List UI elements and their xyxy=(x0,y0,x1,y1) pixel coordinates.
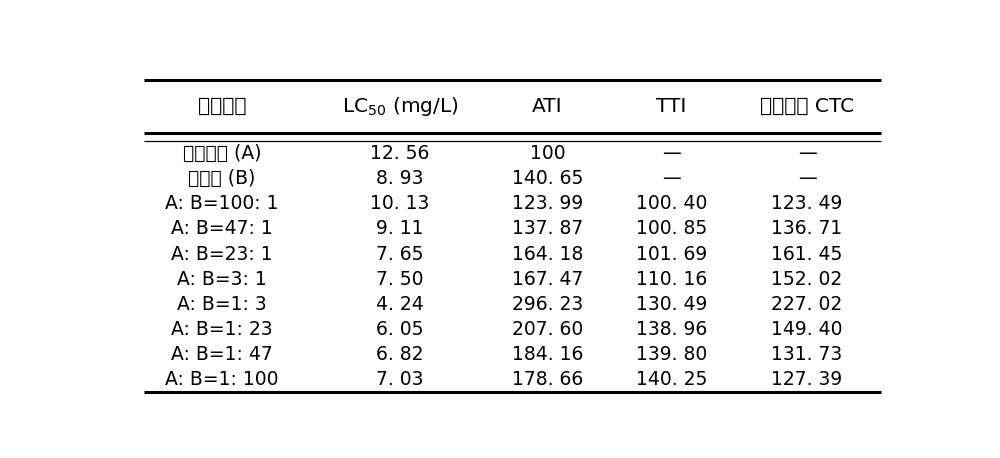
Text: 100. 85: 100. 85 xyxy=(636,219,707,239)
Text: A: B=3: 1: A: B=3: 1 xyxy=(177,270,267,289)
Text: A: B=1: 3: A: B=1: 3 xyxy=(177,294,267,314)
Text: 101. 69: 101. 69 xyxy=(636,245,707,263)
Text: LC$_{50}$ (mg/L): LC$_{50}$ (mg/L) xyxy=(342,95,458,118)
Text: 6. 82: 6. 82 xyxy=(376,345,424,364)
Text: A: B=1: 100: A: B=1: 100 xyxy=(165,370,279,389)
Text: 137. 87: 137. 87 xyxy=(512,219,583,239)
Text: 三唑锡 (B): 三唑锡 (B) xyxy=(188,169,256,188)
Text: A: B=23: 1: A: B=23: 1 xyxy=(171,245,273,263)
Text: 139. 80: 139. 80 xyxy=(636,345,707,364)
Text: 共毒系数 CTC: 共毒系数 CTC xyxy=(760,97,854,115)
Text: —: — xyxy=(798,169,816,188)
Text: 7. 50: 7. 50 xyxy=(376,270,424,289)
Text: A: B=1: 23: A: B=1: 23 xyxy=(171,320,273,338)
Text: 123. 49: 123. 49 xyxy=(771,195,843,213)
Text: 296. 23: 296. 23 xyxy=(512,294,583,314)
Text: 140. 65: 140. 65 xyxy=(512,169,583,188)
Text: 130. 49: 130. 49 xyxy=(636,294,707,314)
Text: 164. 18: 164. 18 xyxy=(512,245,583,263)
Text: 100: 100 xyxy=(530,144,565,164)
Text: 12. 56: 12. 56 xyxy=(370,144,430,164)
Text: ATI: ATI xyxy=(532,97,563,115)
Text: 药剂名称: 药剂名称 xyxy=(198,97,246,115)
Text: —: — xyxy=(662,144,681,164)
Text: 4. 24: 4. 24 xyxy=(376,294,424,314)
Text: 136. 71: 136. 71 xyxy=(771,219,843,239)
Text: 127. 39: 127. 39 xyxy=(771,370,843,389)
Text: 9. 11: 9. 11 xyxy=(376,219,424,239)
Text: 10. 13: 10. 13 xyxy=(370,195,430,213)
Text: 152. 02: 152. 02 xyxy=(771,270,843,289)
Text: —: — xyxy=(662,169,681,188)
Text: 联苯肼酯 (A): 联苯肼酯 (A) xyxy=(183,144,261,164)
Text: —: — xyxy=(798,144,816,164)
Text: 8. 93: 8. 93 xyxy=(376,169,424,188)
Text: 149. 40: 149. 40 xyxy=(771,320,843,338)
Text: 184. 16: 184. 16 xyxy=(512,345,583,364)
Text: A: B=1: 47: A: B=1: 47 xyxy=(171,345,273,364)
Text: TTI: TTI xyxy=(656,97,687,115)
Text: 123. 99: 123. 99 xyxy=(512,195,583,213)
Text: 161. 45: 161. 45 xyxy=(771,245,843,263)
Text: 178. 66: 178. 66 xyxy=(512,370,583,389)
Text: 7. 65: 7. 65 xyxy=(376,245,424,263)
Text: 7. 03: 7. 03 xyxy=(376,370,424,389)
Text: 131. 73: 131. 73 xyxy=(771,345,843,364)
Text: 227. 02: 227. 02 xyxy=(771,294,843,314)
Text: 100. 40: 100. 40 xyxy=(636,195,707,213)
Text: 167. 47: 167. 47 xyxy=(512,270,583,289)
Text: A: B=100: 1: A: B=100: 1 xyxy=(165,195,279,213)
Text: A: B=47: 1: A: B=47: 1 xyxy=(171,219,273,239)
Text: 140. 25: 140. 25 xyxy=(636,370,707,389)
Text: 110. 16: 110. 16 xyxy=(636,270,707,289)
Text: 6. 05: 6. 05 xyxy=(376,320,424,338)
Text: 138. 96: 138. 96 xyxy=(636,320,707,338)
Text: 207. 60: 207. 60 xyxy=(512,320,583,338)
